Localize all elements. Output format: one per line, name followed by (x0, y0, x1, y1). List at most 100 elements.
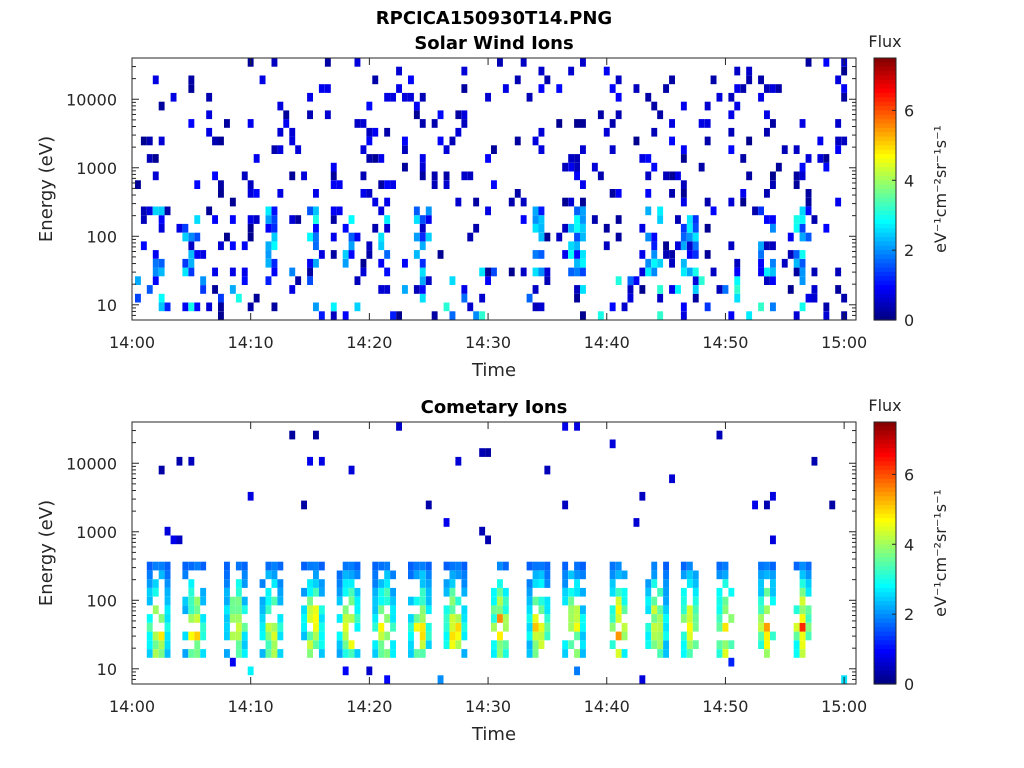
heatmap-cell (271, 145, 278, 154)
heatmap-cell (645, 605, 652, 615)
heatmap-cell (455, 110, 462, 120)
heatmap-cell (378, 232, 385, 242)
heatmap-cell (764, 631, 770, 641)
heatmap-cell (354, 614, 361, 623)
heatmap-cell (378, 596, 385, 606)
heatmap-cell (384, 570, 391, 580)
heatmap-cell (799, 640, 806, 649)
y-tick-label: 100 (86, 227, 117, 246)
heatmap-cell (449, 631, 456, 641)
heatmap-cell (663, 614, 669, 623)
heatmap-cell (580, 197, 586, 207)
heatmap-cell (229, 614, 236, 623)
heatmap-cell (597, 311, 604, 320)
heatmap-cell (224, 631, 230, 641)
heatmap-cell (770, 276, 776, 285)
heatmap-cell (158, 465, 165, 475)
colorbar-segment (874, 666, 896, 672)
heatmap-cell (686, 622, 693, 632)
colorbar-segment (874, 592, 896, 598)
heatmap-cell (568, 66, 575, 76)
colorbar-segment (874, 258, 896, 264)
colorbar-segment (874, 79, 896, 85)
heatmap-cell (770, 267, 776, 277)
heatmap-cell (680, 189, 687, 198)
heatmap-cell (497, 605, 503, 615)
heatmap-cell (734, 101, 741, 111)
heatmap-cell (170, 535, 177, 545)
colorbar-tick-label: 0 (904, 311, 914, 330)
heatmap-cell (663, 250, 669, 259)
heatmap-cell (799, 250, 806, 259)
x-tick-label: 14:00 (109, 333, 155, 352)
heatmap-cell (188, 614, 195, 623)
heatmap-cell (722, 596, 729, 606)
heatmap-cell (716, 649, 723, 658)
heatmap-cell (651, 250, 658, 259)
heatmap-cell (805, 570, 812, 580)
heatmap-cell (402, 136, 408, 146)
heatmap-cell (318, 605, 325, 615)
heatmap-cell (770, 119, 776, 128)
heatmap-cell (455, 561, 462, 571)
heatmap-cell (259, 631, 266, 641)
heatmap-cell (621, 570, 628, 580)
heatmap-cell (532, 267, 539, 277)
heatmap-cell (188, 649, 195, 658)
heatmap-cell (241, 605, 248, 615)
heatmap-cell (651, 101, 658, 111)
colorbar-segment (874, 644, 896, 650)
heatmap-cell (651, 614, 658, 623)
heatmap-cell (313, 587, 319, 597)
colorbar-segment (874, 426, 896, 432)
heatmap-cell (135, 276, 141, 285)
heatmap-cell (449, 640, 456, 649)
heatmap-cell (437, 675, 444, 684)
heatmap-cell (259, 75, 266, 85)
heatmap-cell (746, 75, 753, 85)
heatmap-cell (241, 596, 248, 606)
colorbar-segment (874, 653, 896, 659)
heatmap-cell (372, 649, 379, 658)
heatmap-cell (425, 596, 432, 606)
heatmap-cell (313, 622, 319, 632)
heatmap-cell (532, 206, 539, 216)
heatmap-cell (758, 622, 764, 632)
heatmap-cell (313, 223, 319, 233)
heatmap-cell (461, 84, 468, 93)
heatmap-cell (574, 561, 580, 571)
heatmap-cell (704, 302, 711, 312)
colorbar-segment (874, 601, 896, 606)
heatmap-cell (580, 311, 586, 320)
heatmap-cell (366, 136, 373, 146)
heatmap-cell (176, 535, 183, 545)
colorbar-tick-label: 0 (904, 675, 914, 694)
heatmap-cell (295, 145, 302, 154)
heatmap-cell (692, 223, 699, 233)
heatmap-cell (461, 561, 468, 571)
heatmap-cell (621, 622, 628, 632)
heatmap-cell (645, 154, 652, 163)
heatmap-cell (574, 422, 580, 431)
heatmap-cell (734, 276, 741, 285)
heatmap-cell (307, 92, 313, 102)
colorbar-segment (874, 293, 896, 299)
heatmap-cell (313, 302, 319, 312)
heatmap-cell (408, 92, 414, 102)
heatmap-cell (835, 145, 842, 154)
heatmap-cell (313, 570, 319, 580)
heatmap-cell (152, 640, 159, 649)
heatmap-cell (609, 614, 616, 623)
heatmap-cell (615, 596, 622, 606)
heatmap-cell (520, 58, 527, 67)
heatmap-cell (384, 92, 391, 102)
colorbar-segment (874, 119, 896, 125)
heatmap-cell (271, 640, 278, 649)
heatmap-cell (212, 215, 218, 224)
heatmap-cell (366, 241, 373, 251)
heatmap-cell (615, 570, 622, 580)
heatmap-cell (799, 215, 806, 224)
heatmap-cell (419, 267, 426, 277)
heatmap-cell (532, 596, 539, 606)
colorbar-segment (874, 97, 896, 103)
